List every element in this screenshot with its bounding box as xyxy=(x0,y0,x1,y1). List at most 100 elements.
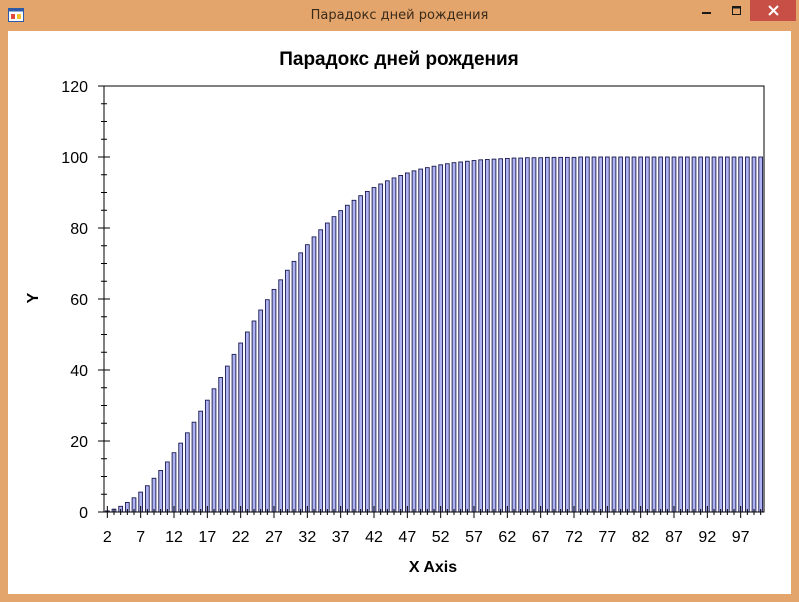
bar-37 xyxy=(338,210,344,513)
x-tick-label: 17 xyxy=(198,529,216,546)
bar-14 xyxy=(184,432,190,513)
bar-70 xyxy=(558,156,564,513)
close-button[interactable] xyxy=(750,0,796,21)
x-tick-label: 52 xyxy=(432,529,450,546)
bar-47 xyxy=(404,172,410,513)
x-tick-label: 57 xyxy=(465,529,483,546)
chart-title: Парадокс дней рождения xyxy=(279,49,519,70)
bar-63 xyxy=(511,157,517,513)
bar-36 xyxy=(331,216,337,513)
bar-85 xyxy=(658,156,664,513)
bar-78 xyxy=(611,156,617,513)
bar-65 xyxy=(524,157,530,513)
bar-25 xyxy=(258,309,264,513)
bar-98 xyxy=(744,156,750,513)
bar-10 xyxy=(158,470,164,513)
x-tick-label: 27 xyxy=(265,529,283,546)
x-tick-label: 72 xyxy=(565,529,583,546)
x-axis-label: X Axis xyxy=(409,559,457,576)
bar-39 xyxy=(351,199,357,513)
bar-56 xyxy=(464,160,470,513)
maximize-button[interactable] xyxy=(724,0,750,21)
bar-93 xyxy=(711,156,717,513)
x-tick-label: 77 xyxy=(598,529,616,546)
bar-17 xyxy=(204,399,210,513)
bar-59 xyxy=(484,159,490,513)
bar-100 xyxy=(758,156,764,513)
bar-76 xyxy=(598,156,604,513)
bar-54 xyxy=(451,162,457,513)
app-icon xyxy=(8,8,24,22)
bar-87 xyxy=(671,156,677,513)
bar-32 xyxy=(304,244,310,513)
minimize-icon xyxy=(702,11,711,14)
chart-panel: Парадокс дней рождения Y X Axis 0 20 40 60 8… xyxy=(8,31,791,594)
bar-44 xyxy=(384,180,390,513)
y-tick-label: 120 xyxy=(61,79,88,96)
bar-46 xyxy=(398,175,404,513)
bar-91 xyxy=(698,156,704,513)
bar-16 xyxy=(198,410,204,513)
bar-9 xyxy=(151,477,157,513)
bar-53 xyxy=(444,163,450,513)
bar-27 xyxy=(271,288,277,513)
bar-50 xyxy=(424,167,430,513)
bar-73 xyxy=(578,156,584,513)
bar-18 xyxy=(211,388,217,513)
bar-92 xyxy=(704,156,710,513)
x-tick-label: 12 xyxy=(165,529,183,546)
bar-77 xyxy=(604,156,610,513)
bar-64 xyxy=(518,157,524,513)
minimize-button[interactable] xyxy=(690,0,724,21)
bar-66 xyxy=(531,157,537,513)
bar-29 xyxy=(284,269,290,513)
bar-34 xyxy=(318,229,324,513)
bar-68 xyxy=(544,156,550,513)
bar-48 xyxy=(411,170,417,513)
x-tick-label: 67 xyxy=(532,529,550,546)
y-tick-label: 60 xyxy=(70,292,88,309)
x-tick-label: 47 xyxy=(398,529,416,546)
bar-38 xyxy=(344,204,350,513)
bar-8 xyxy=(144,485,150,513)
bar-83 xyxy=(644,156,650,513)
bar-75 xyxy=(591,156,597,513)
x-tick-label: 87 xyxy=(665,529,683,546)
x-tick-label: 62 xyxy=(498,529,516,546)
bar-99 xyxy=(751,156,757,513)
bar-33 xyxy=(311,236,317,513)
bar-43 xyxy=(378,183,384,513)
bar-41 xyxy=(364,190,370,513)
bar-94 xyxy=(718,156,724,513)
bar-15 xyxy=(191,421,197,513)
bar-49 xyxy=(418,168,424,513)
bar-chart: Парадокс дней рождения Y X Axis 0 20 40 60 8… xyxy=(25,49,765,576)
bar-67 xyxy=(538,157,544,513)
x-tick-label: 7 xyxy=(136,529,145,546)
bar-82 xyxy=(638,156,644,513)
bar-40 xyxy=(358,195,364,513)
bar-series xyxy=(104,156,764,513)
x-tick-label: 2 xyxy=(103,529,112,546)
x-tick-label: 32 xyxy=(298,529,316,546)
bar-72 xyxy=(571,156,577,513)
bar-69 xyxy=(551,156,557,513)
bar-62 xyxy=(504,157,510,513)
y-tick-label: 40 xyxy=(70,363,88,380)
bar-30 xyxy=(291,260,297,513)
bar-71 xyxy=(564,156,570,513)
bar-84 xyxy=(651,156,657,513)
bar-11 xyxy=(164,461,170,513)
bar-61 xyxy=(498,158,504,513)
window-title: Парадокс дней рождения xyxy=(310,8,489,23)
bar-52 xyxy=(438,164,444,513)
x-tick-label: 82 xyxy=(632,529,650,546)
x-tick-label: 37 xyxy=(332,529,350,546)
title-bar[interactable]: Парадокс дней рождения xyxy=(0,0,799,31)
bar-60 xyxy=(491,158,497,513)
x-tick-label: 42 xyxy=(365,529,383,546)
x-tick-label: 97 xyxy=(732,529,750,546)
bar-19 xyxy=(218,377,224,513)
bar-74 xyxy=(584,156,590,513)
